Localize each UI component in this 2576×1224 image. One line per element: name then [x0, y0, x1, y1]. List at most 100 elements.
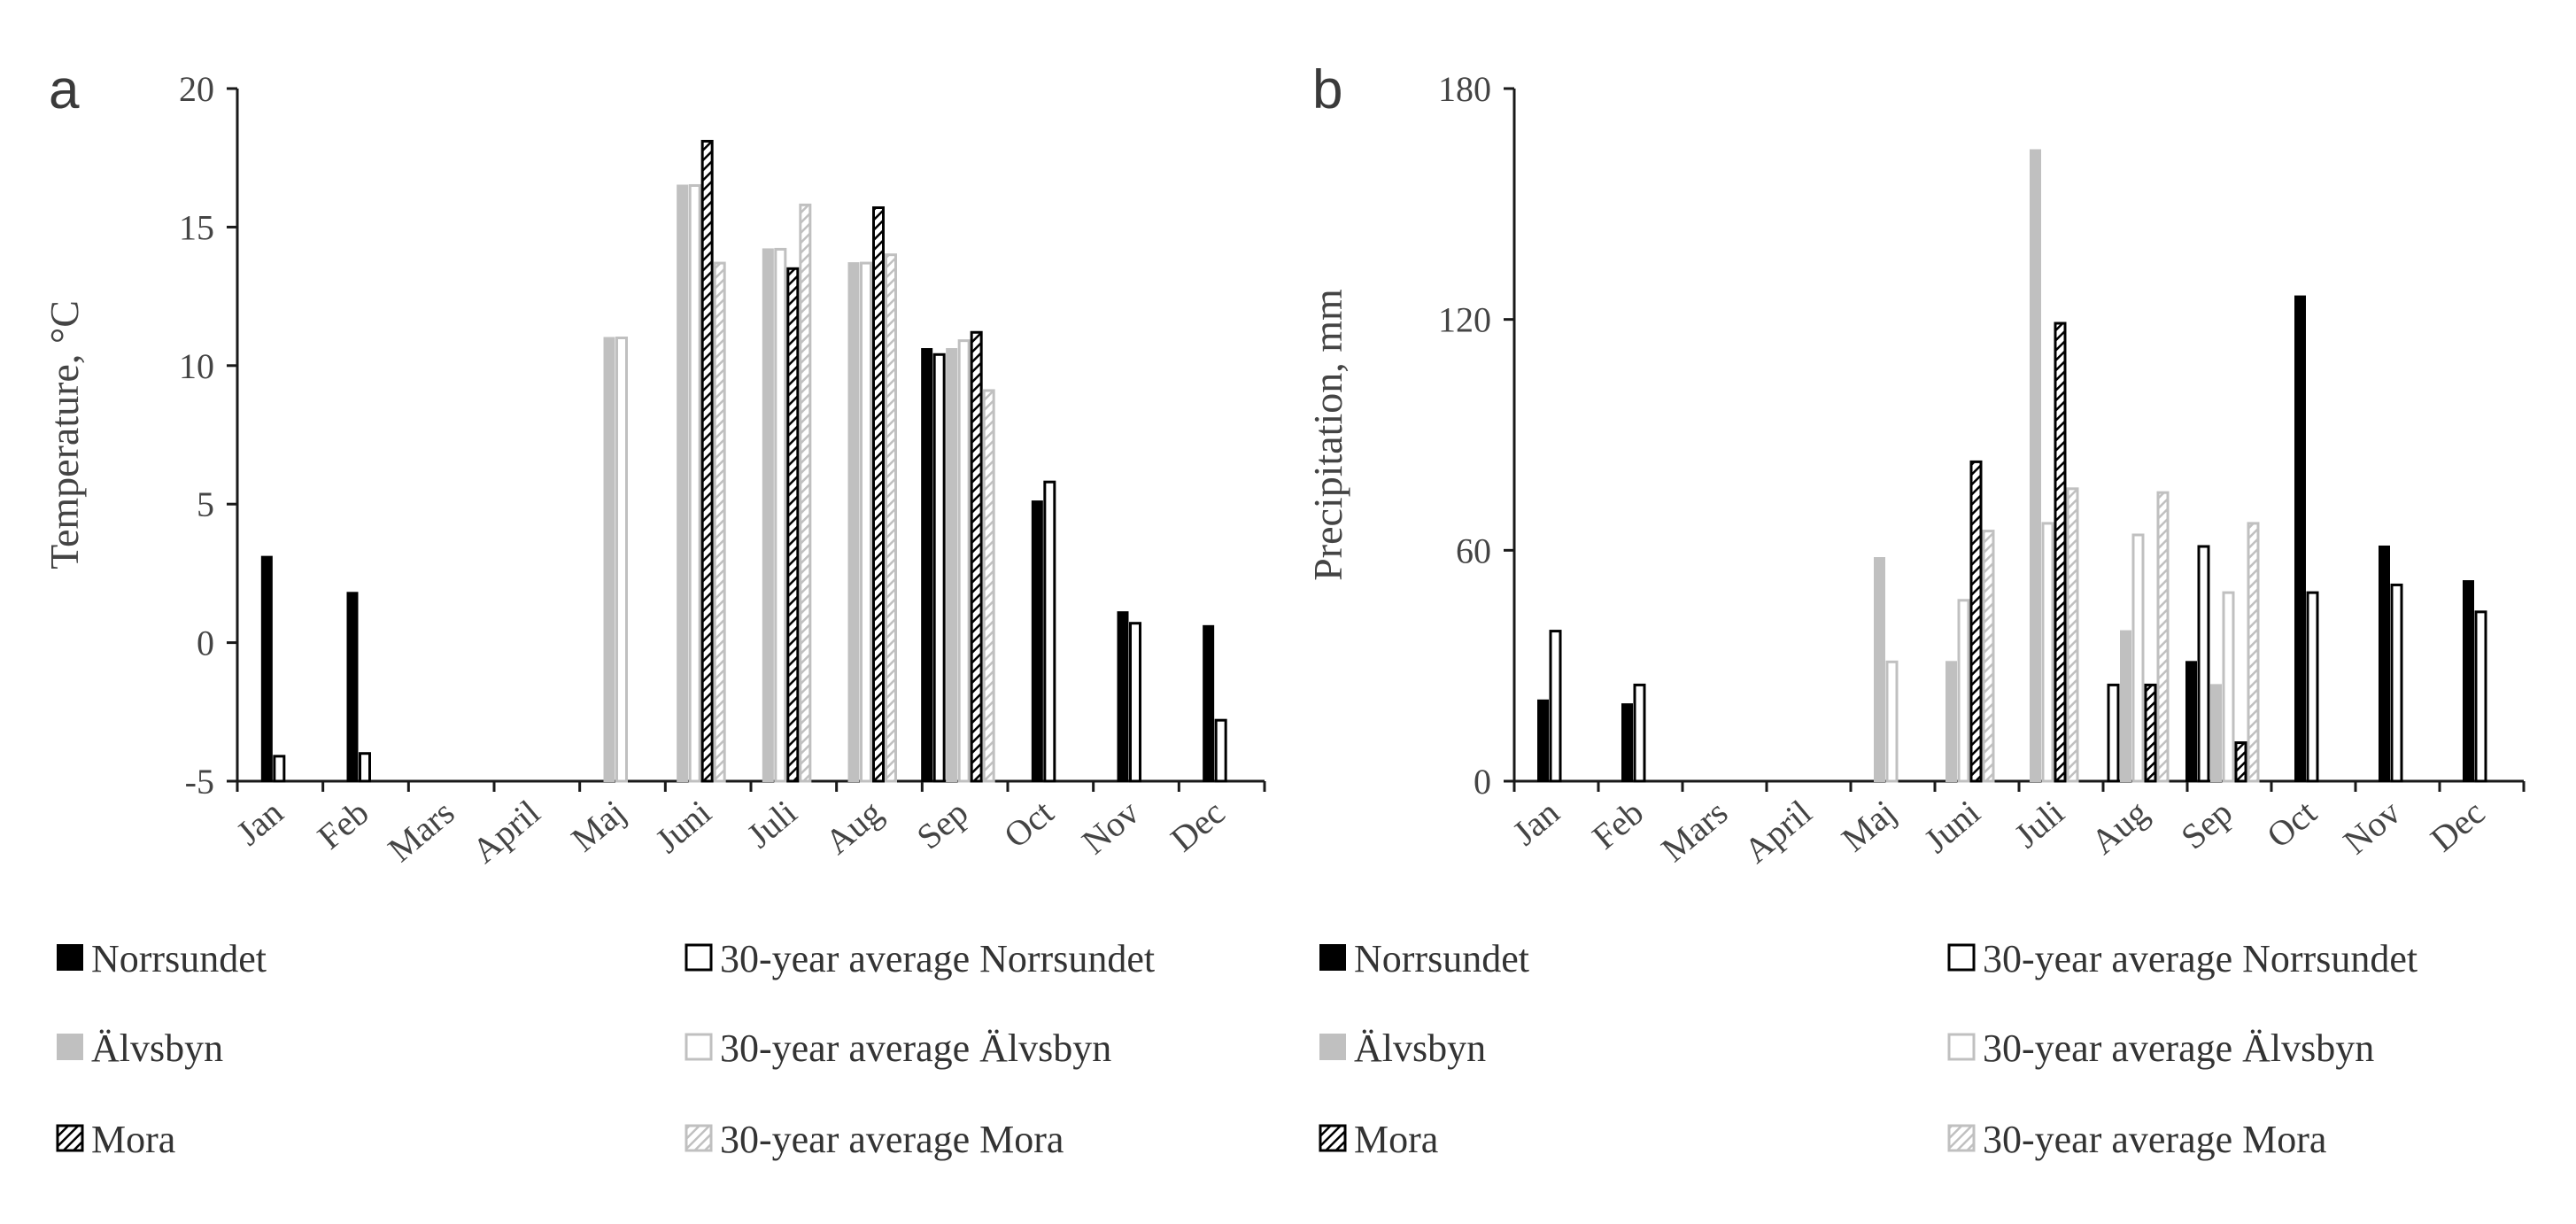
y-axis-title: Temperature, °C	[42, 300, 87, 569]
legend-label: 30-year average Mora	[720, 1118, 1064, 1161]
bar	[346, 592, 359, 783]
bar	[677, 184, 689, 783]
bar	[2197, 545, 2210, 783]
bar	[921, 348, 933, 782]
legend-swatch	[1319, 1034, 1346, 1060]
bar	[359, 752, 371, 783]
legend-label: Älvsbyn	[91, 1026, 223, 1070]
panel-b-letter: b	[1312, 59, 1342, 120]
bar	[1621, 703, 1633, 782]
legend-swatch	[56, 1124, 84, 1152]
x-tick-label: Feb	[310, 792, 376, 856]
bar	[1129, 622, 1141, 783]
bar	[2066, 487, 2079, 783]
x-tick-label: Jan	[228, 792, 290, 853]
legend-swatch	[1947, 943, 1976, 972]
legend-label: 30-year average Älvsbyn	[1983, 1026, 2374, 1070]
bar	[2156, 491, 2170, 783]
bar	[762, 248, 774, 782]
legend-swatch	[1947, 1033, 1976, 1061]
legend-label: 30-year average Älvsbyn	[720, 1026, 1111, 1070]
bar	[982, 389, 995, 783]
x-tick-label: Dec	[2423, 792, 2492, 859]
bar	[688, 183, 701, 783]
x-tick-label: Juli	[739, 792, 804, 856]
legend-swatch	[57, 944, 83, 971]
y-tick-label: 0	[1474, 762, 1491, 802]
bar	[786, 267, 800, 783]
bar	[260, 555, 273, 783]
legend-label: Mora	[1354, 1118, 1438, 1161]
legend-label: 30-year average Mora	[1983, 1118, 2326, 1161]
bar	[885, 253, 897, 783]
x-tick-label: April	[1737, 792, 1820, 871]
panel-a-letter: a	[49, 59, 80, 120]
bar	[2185, 661, 2197, 782]
legend-swatch	[685, 943, 713, 972]
bar	[1117, 611, 1129, 783]
x-tick-label: Aug	[2084, 792, 2156, 862]
legend-swatch	[685, 1124, 713, 1152]
panel-a-chart: -5 0 5 10 15 20 Jan Feb Mars April Maj Juni Juli Aug S…	[42, 69, 1266, 871]
legends: Norrsundet 30-year average Norrsundet Älvs…	[56, 937, 2417, 1161]
x-tick-label: Jan	[1505, 792, 1567, 853]
bar	[1549, 630, 1562, 783]
x-tick-label: Oct	[996, 792, 1061, 856]
x-tick-label: Sep	[2173, 792, 2239, 856]
bar	[1537, 699, 1549, 782]
bar	[700, 139, 714, 783]
bar	[860, 261, 872, 783]
y-tick-label: 5	[197, 484, 214, 524]
bar	[2120, 630, 2131, 782]
bar	[713, 261, 726, 783]
bar	[1982, 530, 1995, 783]
bar	[1031, 500, 1043, 783]
x-tick-label: Oct	[2259, 792, 2324, 856]
bar	[799, 203, 812, 783]
x-tick-label: Mars	[1653, 792, 1735, 869]
x-tick-label: Dec	[1163, 792, 1232, 859]
bar	[1957, 599, 1970, 783]
x-tick-label: Juni	[1916, 792, 1987, 860]
bar	[847, 262, 860, 782]
bar	[1946, 661, 1957, 782]
legend-label: 30-year average Norrsundet	[720, 937, 1155, 980]
x-tick-label: Juli	[2007, 792, 2071, 856]
legend-label: Mora	[91, 1118, 175, 1161]
y-tick-label: 15	[179, 207, 214, 247]
bar	[2222, 591, 2235, 783]
panel-b-chart: 0 60 120 180 Jan Feb Mars April Maj Juni Juli Aug Se…	[1305, 69, 2526, 871]
bar	[872, 206, 885, 783]
x-tick-label: Nov	[1074, 792, 1147, 862]
bar	[603, 337, 615, 782]
bar	[2210, 684, 2222, 783]
x-tick-label: Mars	[381, 792, 462, 869]
bar	[273, 755, 286, 783]
bar	[932, 352, 946, 783]
legend-swatch	[57, 1034, 83, 1060]
y-tick-label: 0	[197, 624, 214, 663]
bar	[1633, 683, 1646, 783]
legend-label: Älvsbyn	[1354, 1026, 1486, 1070]
bar	[2144, 683, 2157, 783]
bar	[774, 247, 787, 783]
bar	[1874, 557, 1885, 782]
bar	[2234, 741, 2247, 783]
x-tick-label: Feb	[1584, 792, 1651, 856]
bar	[2054, 321, 2067, 783]
legend-swatch	[1319, 944, 1346, 971]
x-tick-label: April	[465, 792, 548, 871]
bar	[946, 348, 958, 782]
bar	[1214, 718, 1227, 783]
x-tick-label: Nov	[2336, 792, 2409, 862]
bar	[615, 337, 628, 783]
bar	[1885, 660, 1899, 783]
legend-label: Norrsundet	[91, 937, 267, 980]
y-tick-label: -5	[185, 762, 214, 802]
legend-swatch	[1319, 1124, 1347, 1152]
bar	[2390, 583, 2403, 783]
bar	[2247, 522, 2260, 783]
bar	[2030, 149, 2041, 782]
y-axis-title: Precipitation, mm	[1305, 289, 1350, 581]
